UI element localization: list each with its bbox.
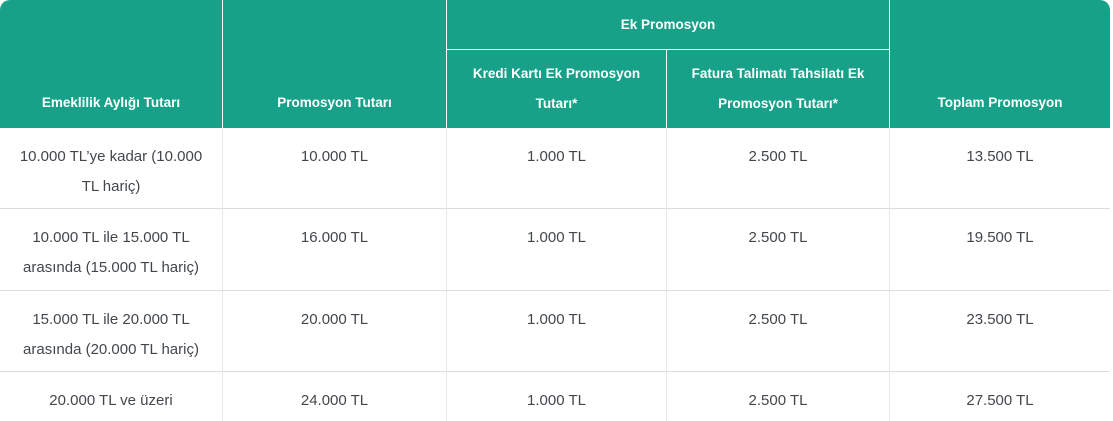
cell-kredi-karti-ek: 1.000 TL [447, 208, 667, 290]
cell-fatura-talimati-ek: 2.500 TL [667, 208, 890, 290]
header-fatura-talimati-ek-promosyon: Fatura Talimatı Tahsilatı Ek Promosyon T… [667, 50, 890, 128]
table-row: 10.000 TL ile 15.000 TL arasında (15.000… [0, 208, 1110, 290]
cell-fatura-talimati-ek: 2.500 TL [667, 128, 890, 208]
table-header: Emeklilik Aylığı Tutarı Promosyon Tutarı… [0, 0, 1110, 128]
cell-promosyon: 20.000 TL [223, 290, 447, 371]
cell-kredi-karti-ek: 1.000 TL [447, 290, 667, 371]
header-kredi-karti-ek-promosyon: Kredi Kartı Ek Promosyon Tutarı* [447, 50, 667, 128]
cell-toplam: 13.500 TL [890, 128, 1110, 208]
table-row: 15.000 TL ile 20.000 TL arasında (20.000… [0, 290, 1110, 371]
table-row: 20.000 TL ve üzeri 24.000 TL 1.000 TL 2.… [0, 371, 1110, 421]
cell-promosyon: 24.000 TL [223, 371, 447, 421]
header-emeklilik-ayligi-tutari: Emeklilik Aylığı Tutarı [0, 0, 223, 128]
cell-toplam: 27.500 TL [890, 371, 1110, 421]
cell-toplam: 19.500 TL [890, 208, 1110, 290]
cell-promosyon: 10.000 TL [223, 128, 447, 208]
header-ek-promosyon-group: Ek Promosyon [447, 0, 890, 50]
cell-fatura-talimati-ek: 2.500 TL [667, 371, 890, 421]
cell-fatura-talimati-ek: 2.500 TL [667, 290, 890, 371]
cell-promosyon: 16.000 TL [223, 208, 447, 290]
header-toplam-promosyon: Toplam Promosyon [890, 0, 1110, 128]
table-row: 10.000 TL’ye kadar (10.000 TL hariç) 10.… [0, 128, 1110, 208]
cell-kredi-karti-ek: 1.000 TL [447, 371, 667, 421]
header-promosyon-tutari: Promosyon Tutarı [223, 0, 447, 128]
cell-aylik-tutar: 10.000 TL’ye kadar (10.000 TL hariç) [0, 128, 223, 208]
header-row-sub: Kredi Kartı Ek Promosyon Tutarı* Fatura … [0, 50, 1110, 128]
cell-aylik-tutar: 20.000 TL ve üzeri [0, 371, 223, 421]
cell-aylik-tutar: 10.000 TL ile 15.000 TL arasında (15.000… [0, 208, 223, 290]
cell-kredi-karti-ek: 1.000 TL [447, 128, 667, 208]
header-row-top: Emeklilik Aylığı Tutarı Promosyon Tutarı… [0, 0, 1110, 128]
cell-toplam: 23.500 TL [890, 290, 1110, 371]
cell-aylik-tutar: 15.000 TL ile 20.000 TL arasında (20.000… [0, 290, 223, 371]
table-body: 10.000 TL’ye kadar (10.000 TL hariç) 10.… [0, 128, 1110, 421]
